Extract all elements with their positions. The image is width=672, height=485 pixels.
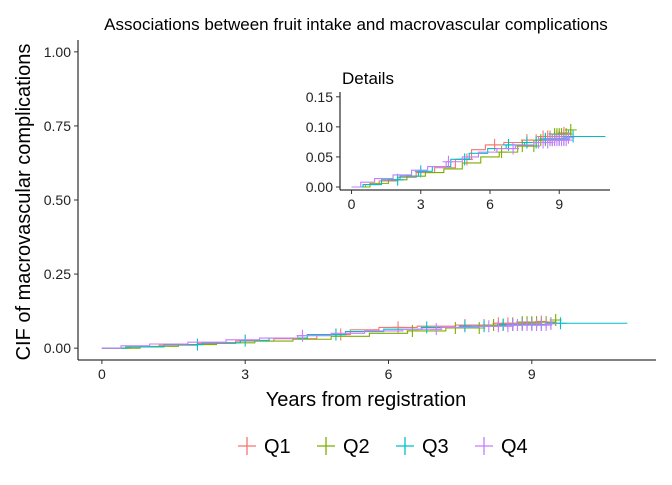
main-censor-mark	[449, 322, 462, 334]
main-censor-mark	[544, 317, 557, 330]
legend-item-q2: Q2	[317, 436, 370, 458]
inset-series-line	[351, 135, 606, 188]
main-series-q2	[101, 314, 562, 349]
inset-censor-mark	[541, 136, 554, 149]
inset-censor-mark	[442, 155, 455, 168]
main-series-q1	[101, 315, 548, 349]
inset-censor-mark	[507, 142, 520, 155]
inset-censor-mark	[458, 153, 471, 166]
inset-series-q4	[351, 131, 575, 188]
main-censor-mark	[406, 324, 419, 337]
inset-axes: 0 3 6 9 0.00 0.05 0.10 0.15	[306, 89, 610, 212]
inset-x-tick-label: 0	[348, 196, 356, 212]
main-series-q4	[101, 317, 557, 349]
main-x-tick-label: 3	[241, 366, 249, 382]
inset-censor-mark	[564, 123, 577, 136]
legend-key	[475, 437, 493, 455]
main-censor-mark	[392, 321, 405, 334]
main-censor-mark	[458, 320, 471, 333]
inset-x-tick-label: 3	[417, 196, 425, 212]
main-y-tick-label: 0.75	[44, 118, 71, 134]
main-censor-mark	[430, 323, 443, 336]
main-x-tick-label: 6	[385, 366, 393, 382]
main-censor-mark	[420, 321, 433, 334]
main-y-tick-label: 1.00	[44, 44, 71, 60]
main-axes: 0 3 6 9 0.00 0.25 0.50 0.75 1.00	[44, 40, 656, 382]
legend-key	[238, 437, 256, 455]
legend-label: Q3	[422, 436, 449, 458]
inset-series-q1	[351, 126, 570, 188]
inset-x-tick-label: 6	[486, 196, 494, 212]
main-y-tick-label: 0.25	[44, 266, 71, 282]
legend-item-q4: Q4	[475, 436, 528, 458]
x-axis-label: Years from registration	[266, 389, 466, 411]
inset-y-tick-label: 0.15	[306, 89, 333, 105]
inset-x-tick-label: 9	[555, 196, 563, 212]
legend: Q1 Q2 Q3 Q4	[238, 436, 528, 458]
inset-censor-mark	[567, 130, 580, 143]
main-y-tick-label: 0.00	[44, 340, 71, 356]
main-censor-mark	[191, 338, 204, 351]
inset-censor-mark	[414, 165, 427, 178]
inset-y-tick-label: 0.00	[306, 179, 333, 195]
inset-title: Details	[342, 69, 394, 88]
inset-censor-mark	[562, 131, 575, 144]
main-censor-mark	[473, 322, 486, 334]
legend-key	[317, 437, 335, 455]
chart-title: Associations between fruit intake and ma…	[104, 15, 608, 34]
inset-censor-mark	[488, 138, 501, 151]
inset-censor-mark	[560, 134, 573, 147]
main-censor-mark	[239, 334, 252, 347]
legend-label: Q1	[264, 436, 291, 458]
inset-censor-mark	[391, 173, 404, 186]
main-y-tick-label: 0.50	[44, 192, 71, 208]
main-censor-mark	[540, 319, 553, 332]
inset-y-tick-label: 0.10	[306, 119, 333, 135]
legend-label: Q4	[501, 436, 528, 458]
main-censor-mark	[296, 329, 309, 342]
main-censor-mark	[554, 317, 567, 330]
legend-key	[396, 437, 414, 455]
main-series-line	[101, 323, 552, 349]
main-censor-mark	[501, 320, 514, 333]
main-series-layer	[101, 314, 628, 351]
legend-item-q1: Q1	[238, 436, 291, 458]
legend-item-q3: Q3	[396, 436, 449, 458]
main-x-tick-label: 9	[528, 366, 536, 382]
legend-label: Q2	[343, 436, 370, 458]
main-censor-mark	[329, 328, 342, 341]
inset-y-tick-label: 0.05	[306, 149, 333, 165]
inset-series-line	[351, 137, 570, 188]
inset-series-layer	[351, 123, 606, 188]
main-x-tick-label: 0	[98, 366, 106, 382]
y-axis-label: CIF of macrovascular complications	[13, 44, 35, 361]
